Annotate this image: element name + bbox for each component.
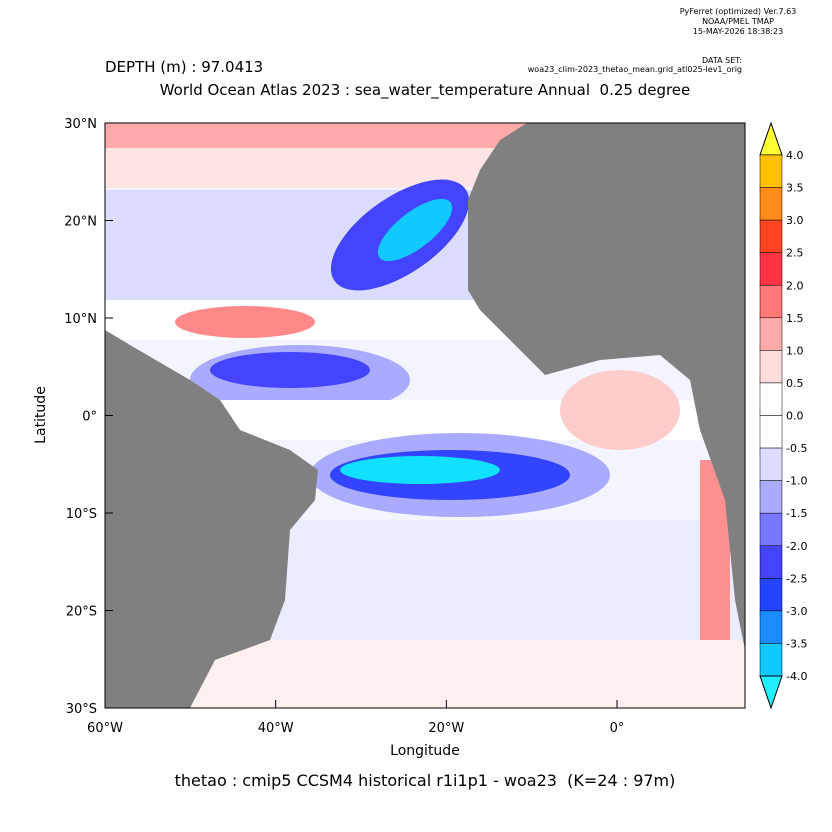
- colorbar-label: -4.0: [786, 670, 807, 683]
- colorbar-label: -0.5: [786, 442, 807, 455]
- y-tick-label: 0°: [82, 410, 97, 425]
- cool-patch: [377, 198, 453, 262]
- colorbar-label: 0.0: [786, 410, 804, 423]
- colorbar-segment: [759, 610, 783, 644]
- org: NOAA/PMEL TMAP: [702, 17, 774, 26]
- y-tick-label: 30°S: [66, 702, 97, 717]
- colorbar-label: -1.5: [786, 507, 807, 520]
- dataset-label: DATA SET:: [702, 56, 742, 65]
- dataset: woa23_clim-2023_thetao_mean.grid_atl025-…: [528, 65, 742, 74]
- warm-patch: [105, 123, 525, 148]
- warm-patch: [175, 306, 315, 338]
- colorbar-segment: [759, 382, 783, 416]
- colorbar-label: 1.5: [786, 312, 804, 325]
- x-tick-label: 20°W: [428, 721, 464, 736]
- colorbar-segment: [759, 447, 783, 481]
- colorbar-label: 2.5: [786, 247, 804, 260]
- colorbar-segment: [759, 187, 783, 221]
- colorbar-label: 4.0: [786, 149, 804, 162]
- y-tick-label: 20°N: [64, 215, 97, 230]
- land: [105, 330, 318, 708]
- field: [105, 123, 745, 708]
- colorbar-label: 0.5: [786, 377, 804, 390]
- colorbar-label: -1.0: [786, 475, 807, 488]
- footer: thetao : cmip5 CCSM4 historical r1i1p1 -…: [175, 771, 676, 790]
- warm-patch: [560, 370, 680, 450]
- colorbar-segment: [759, 415, 783, 449]
- y-tick-label: 30°N: [64, 117, 97, 132]
- timestamp: 15-MAY-2026 18:38:23: [693, 27, 783, 36]
- y-tick-label: 20°S: [66, 605, 97, 620]
- colorbar-label: -2.5: [786, 572, 807, 585]
- y-axis-label: Latitude: [33, 386, 49, 444]
- y-tick-label: 10°N: [64, 312, 97, 327]
- land: [468, 123, 745, 650]
- colorbar-segment: [759, 643, 783, 677]
- colorbar-over: [759, 121, 783, 156]
- colorbar-segment: [759, 578, 783, 612]
- colorbar-label: 3.5: [786, 182, 804, 195]
- colorbar-segment: [759, 545, 783, 579]
- software: PyFerret (optimized) Ver.7.63: [680, 7, 797, 16]
- colorbar-label: 3.0: [786, 214, 804, 227]
- y-tick-label: 10°S: [66, 507, 97, 522]
- x-tick-label: 0°: [610, 721, 625, 736]
- colorbar-segment: [759, 350, 783, 384]
- colorbar-label: -3.5: [786, 637, 807, 650]
- colorbar-segment: [759, 154, 783, 188]
- cool-patch: [210, 352, 370, 388]
- cool-patch: [340, 456, 500, 484]
- colorbar-label: 1.0: [786, 344, 804, 357]
- colorbar-segment: [759, 219, 783, 253]
- depth: DEPTH (m) : 97.0413: [105, 58, 263, 76]
- colorbar-segment: [759, 252, 783, 286]
- chart-title: World Ocean Atlas 2023 : sea_water_tempe…: [160, 81, 691, 100]
- colorbar-label: 2.0: [786, 279, 804, 292]
- colorbar-segment: [759, 285, 783, 319]
- colorbar-under: [759, 675, 783, 710]
- colorbar-segment: [759, 317, 783, 351]
- colorbar-label: -2.0: [786, 540, 807, 553]
- x-axis-label: Longitude: [390, 743, 460, 759]
- x-tick-label: 40°W: [258, 721, 294, 736]
- colorbar-segment: [759, 480, 783, 514]
- colorbar-segment: [759, 512, 783, 546]
- x-tick-label: 60°W: [87, 721, 123, 736]
- colorbar-label: -3.0: [786, 605, 807, 618]
